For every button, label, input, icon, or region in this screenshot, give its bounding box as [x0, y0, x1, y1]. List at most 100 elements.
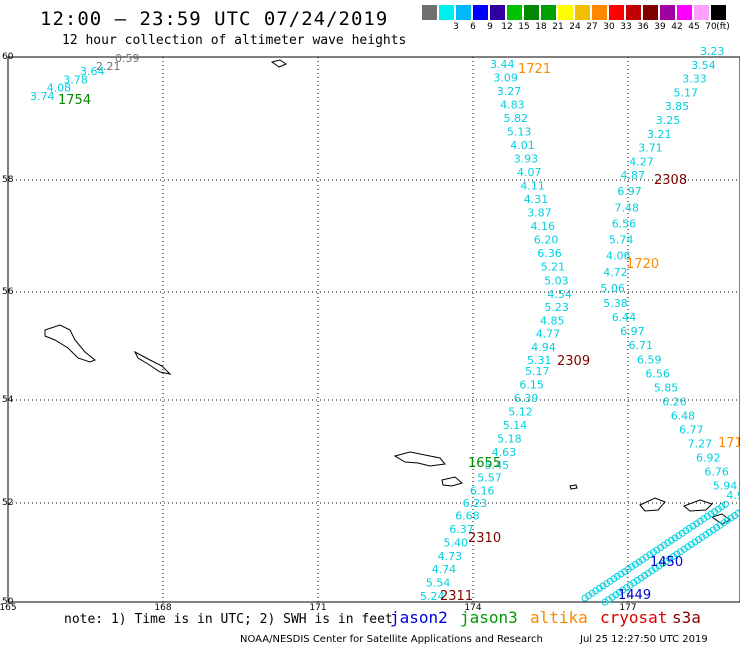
track-point: [646, 551, 654, 559]
track-point: [723, 516, 731, 524]
lat-label: 56: [2, 287, 14, 297]
track-point: [667, 536, 675, 544]
legend-label: 9: [487, 22, 493, 32]
track-point: [709, 526, 717, 534]
wave-height-value: 5.40: [444, 536, 469, 549]
legend-swatch: [609, 5, 625, 20]
wave-height-value: 6.16: [470, 484, 495, 497]
wave-height-value: 5.45: [485, 459, 510, 472]
wave-height-value: 3.09: [493, 72, 518, 85]
track-point: [669, 552, 677, 560]
legend-swatch: [558, 5, 574, 20]
lon-label: 174: [464, 603, 481, 613]
wave-height-value: 3.64: [80, 65, 105, 78]
track-point: [718, 503, 726, 511]
wave-height-value: 5.54: [426, 577, 451, 590]
track-point: [659, 560, 667, 568]
wave-height-value: 6.59: [637, 353, 662, 366]
wave-height-value: 4.72: [603, 266, 628, 279]
generation-timestamp: Jul 25 12:27:50 UTC 2019: [580, 634, 708, 645]
track-point: [628, 563, 636, 571]
track-point: [696, 517, 704, 525]
wave-height-value: 5.31: [527, 354, 552, 367]
track-point: [738, 507, 740, 514]
track-point: [734, 509, 740, 517]
wave-height-value: 4.85: [540, 314, 565, 327]
legend-swatch: [456, 5, 472, 20]
wave-height-value: 7.48: [615, 201, 640, 214]
track-point: [585, 592, 593, 600]
pass-time-label: 2309: [557, 354, 590, 369]
legend-label: 36: [637, 22, 649, 32]
wave-height-value: 6.37: [449, 523, 474, 536]
track-point: [595, 584, 603, 592]
legend-swatch: [694, 5, 710, 20]
wave-height-value: 6.36: [537, 247, 562, 260]
track-point: [687, 540, 695, 548]
wave-height-value: 7.27: [688, 438, 713, 451]
track-point: [666, 555, 674, 563]
pass-time-label: 2310: [468, 531, 501, 546]
legend-swatch: [422, 5, 438, 20]
wave-height-value: 6.97: [620, 325, 645, 338]
track-point: [606, 577, 614, 585]
wave-height-value: 3.21: [647, 128, 672, 141]
legend-swatch: [524, 5, 540, 20]
legend-label: 42: [671, 22, 683, 32]
wave-height-value: 4.16: [531, 220, 556, 233]
track-point: [631, 560, 639, 568]
legend-swatch: [541, 5, 557, 20]
wave-height-value: 2.21: [96, 60, 121, 73]
wave-height-value: 0.59: [115, 52, 140, 65]
wave-height-value: 5.74: [609, 234, 634, 247]
track-point: [619, 586, 627, 594]
satellite-jason3: jason3: [460, 608, 518, 627]
pass-time-label: 1450: [650, 555, 683, 570]
wave-height-value: 4.63: [492, 446, 516, 459]
legend-label: 45: [688, 22, 700, 32]
track-point: [601, 598, 609, 606]
track-point: [644, 569, 652, 577]
track-point: [653, 546, 661, 554]
track-point: [623, 584, 631, 592]
wave-height-value: 6.44: [612, 311, 637, 324]
track-point: [605, 596, 613, 604]
lat-label: 58: [2, 175, 14, 185]
legend-swatch: [490, 5, 506, 20]
track-point: [693, 520, 701, 528]
legend-swatch: [507, 5, 523, 20]
legend-label: 18: [535, 22, 547, 32]
legend-swatch: [439, 5, 455, 20]
wave-height-value: 6.20: [534, 234, 559, 247]
legend-swatch: [643, 5, 659, 20]
track-point: [691, 538, 699, 546]
track-point: [624, 565, 632, 573]
wave-height-value: 5.24: [420, 590, 445, 603]
wave-height-value: 4.01: [510, 139, 535, 152]
pass-time-label: 2311: [440, 589, 473, 604]
wave-height-value: 6.23: [463, 497, 488, 510]
wave-height-value: 6.56: [645, 367, 670, 380]
pass-time-label: 171: [718, 436, 740, 451]
wave-height-value: 3.25: [656, 114, 681, 127]
wave-height-value: 4.83: [500, 99, 524, 112]
wave-height-value: 5.13: [507, 126, 532, 139]
wave-height-value: 6.15: [519, 379, 544, 392]
pass-time-label: 1754: [58, 93, 91, 108]
legend-unit: (ft): [716, 22, 730, 32]
track-point: [642, 553, 650, 561]
track-point: [703, 512, 711, 520]
track-point: [731, 512, 739, 520]
wave-height-value: 6.26: [662, 395, 687, 408]
track-point: [626, 581, 634, 589]
track-point: [695, 536, 703, 544]
track-point: [581, 594, 589, 602]
wave-height-value: 4.96: [726, 489, 740, 502]
satellite-jason2: jason2: [390, 608, 448, 627]
wave-height-value: 5.18: [497, 433, 521, 446]
track-point: [702, 531, 710, 539]
wave-height-value: 6.48: [671, 410, 696, 423]
wave-height-value: 6.39: [514, 392, 539, 405]
track-point: [685, 524, 693, 532]
